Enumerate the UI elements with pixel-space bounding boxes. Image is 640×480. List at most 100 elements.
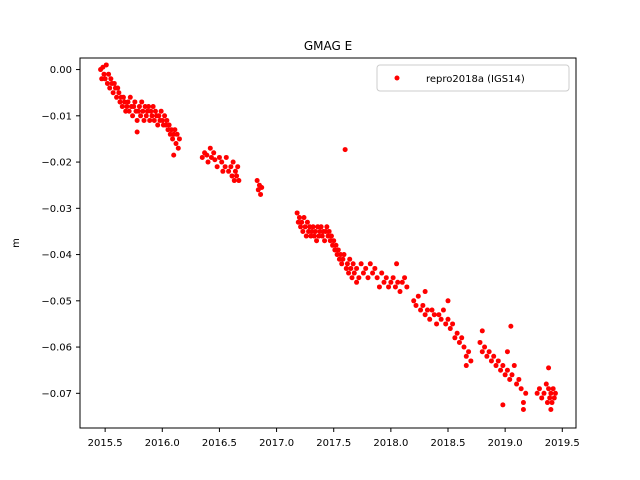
data-point	[165, 127, 171, 133]
data-point	[374, 275, 380, 281]
data-point	[342, 147, 348, 153]
data-point	[339, 261, 345, 267]
data-point	[341, 252, 347, 258]
data-point	[230, 159, 236, 165]
data-point	[302, 224, 308, 230]
data-point	[104, 80, 110, 86]
data-point	[440, 307, 446, 313]
data-point	[397, 289, 403, 295]
data-point	[258, 191, 264, 197]
data-point	[420, 302, 426, 308]
data-point	[349, 275, 355, 281]
data-point	[363, 265, 369, 271]
data-point	[167, 131, 173, 137]
data-point	[367, 261, 373, 267]
data-point	[115, 85, 121, 91]
data-point	[516, 376, 522, 382]
data-point	[459, 335, 465, 341]
data-point	[334, 252, 340, 258]
data-point	[354, 265, 360, 271]
data-point	[333, 242, 339, 248]
data-point	[172, 127, 178, 133]
data-point	[220, 168, 226, 174]
data-point	[323, 228, 329, 234]
data-point	[452, 335, 458, 341]
data-point	[116, 90, 122, 96]
data-point	[325, 233, 331, 239]
x-tick-label: 2019.5	[545, 438, 580, 449]
data-point	[331, 238, 337, 244]
x-tick-label: 2018.0	[373, 438, 408, 449]
data-point	[463, 363, 469, 369]
data-point	[207, 145, 213, 151]
data-point	[445, 316, 451, 322]
data-point	[141, 117, 147, 123]
data-point	[298, 224, 304, 230]
data-point	[332, 247, 338, 253]
data-point	[205, 159, 211, 165]
data-point	[543, 381, 549, 387]
data-point	[447, 326, 453, 332]
data-point	[461, 344, 467, 350]
data-point	[370, 270, 376, 276]
data-point	[219, 159, 225, 165]
data-point	[155, 122, 161, 128]
data-point	[443, 321, 449, 327]
data-point	[132, 99, 138, 105]
y-tick-label: −0.02	[41, 158, 72, 169]
data-point	[322, 238, 328, 244]
data-point	[163, 122, 169, 128]
data-point	[335, 247, 341, 253]
data-point	[395, 279, 401, 285]
data-point	[296, 215, 302, 221]
data-point	[436, 312, 442, 318]
data-point	[317, 228, 323, 234]
data-point	[445, 298, 451, 304]
data-point	[376, 284, 382, 290]
data-point	[156, 113, 162, 119]
data-point	[315, 224, 321, 230]
data-point	[549, 400, 555, 406]
data-point	[254, 178, 260, 184]
data-point	[546, 386, 552, 392]
x-axis: 2015.5 2016.0 2016.5 2017.0 2017.5 2018.0 2018…	[88, 428, 580, 449]
data-point	[107, 85, 113, 91]
data-point	[354, 279, 360, 285]
data-point	[365, 275, 371, 281]
data-point	[301, 215, 307, 221]
data-point	[508, 323, 514, 329]
data-point	[450, 321, 456, 327]
data-point	[223, 154, 229, 160]
data-point	[108, 76, 114, 82]
data-point	[138, 113, 144, 119]
data-point	[131, 104, 137, 110]
data-point	[504, 367, 510, 373]
data-point	[500, 402, 506, 408]
data-point	[300, 228, 306, 234]
data-point	[548, 407, 554, 412]
data-point	[122, 99, 128, 105]
data-point	[324, 224, 330, 230]
data-point	[372, 265, 378, 271]
data-point	[199, 154, 205, 160]
data-point	[493, 363, 499, 369]
data-point	[164, 117, 170, 123]
data-point	[456, 339, 462, 345]
data-point	[348, 265, 354, 271]
y-tick-label: −0.03	[41, 204, 72, 215]
y-tick-label: −0.07	[41, 389, 72, 400]
data-point	[504, 349, 510, 355]
data-point	[148, 108, 154, 114]
data-point	[466, 349, 472, 355]
data-point	[495, 358, 501, 364]
data-point	[415, 293, 421, 299]
data-point	[479, 349, 485, 355]
plot-frame	[79, 57, 577, 429]
data-point	[338, 252, 344, 258]
data-point	[434, 321, 440, 327]
data-point	[303, 233, 309, 239]
data-point	[110, 90, 116, 96]
data-point	[463, 353, 469, 359]
